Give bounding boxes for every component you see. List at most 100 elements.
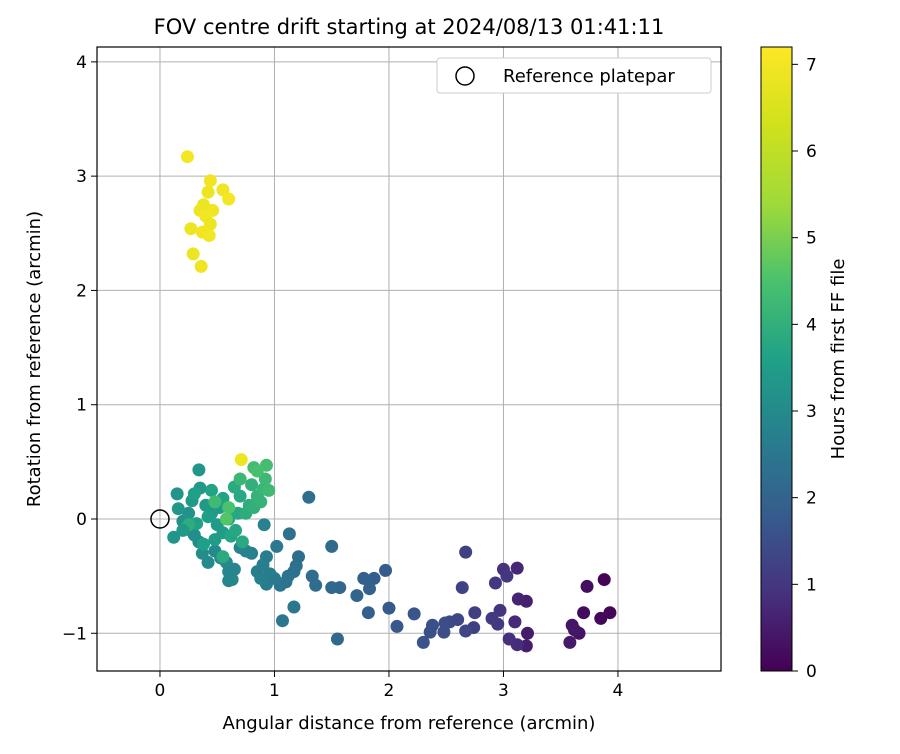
chart-title: FOV centre drift starting at 2024/08/13 … [154, 15, 665, 39]
data-point [171, 502, 185, 516]
data-point [275, 614, 289, 628]
colorbar-label: Hours from first FF file [828, 259, 849, 460]
data-point [229, 523, 243, 537]
data-point [510, 561, 524, 575]
data-point [216, 550, 230, 564]
data-point [567, 623, 581, 637]
data-point [184, 222, 198, 236]
data-point [234, 453, 248, 467]
colorbar-tick-label: 3 [806, 402, 817, 422]
plot-frame [96, 46, 722, 672]
colorbar [760, 46, 793, 672]
y-tick-label: 1 [76, 396, 87, 416]
data-point [580, 579, 594, 593]
data-point [222, 501, 236, 515]
data-point [437, 625, 451, 639]
colorbar-tick-label: 6 [806, 142, 817, 162]
x-tick-label: 4 [613, 681, 624, 701]
data-point [222, 192, 236, 206]
data-point [563, 635, 577, 649]
data-point [597, 573, 611, 587]
x-tick-label: 1 [269, 681, 280, 701]
x-tick-label: 2 [384, 681, 395, 701]
data-point [235, 535, 249, 549]
data-point [233, 472, 247, 486]
grid-lines [97, 47, 721, 671]
data-point [282, 527, 296, 541]
data-point [325, 539, 339, 553]
y-axis-label: Rotation from reference (arcmin) [24, 211, 45, 507]
colorbar-tick-label: 2 [806, 489, 817, 509]
data-point [362, 582, 376, 596]
data-point [176, 523, 190, 537]
data-point [170, 487, 184, 501]
data-point [502, 632, 516, 646]
data-point [257, 518, 271, 532]
data-point [379, 563, 393, 577]
data-point [493, 603, 507, 617]
colorbar-tick-label: 0 [806, 662, 817, 682]
data-point [258, 472, 272, 486]
data-point [287, 600, 301, 614]
y-tick-label: 4 [76, 53, 87, 73]
data-point [196, 537, 210, 551]
data-point [186, 247, 200, 261]
reference-platepar-marker [150, 509, 170, 529]
data-point [270, 539, 284, 553]
data-point [382, 601, 396, 615]
data-point [192, 463, 206, 477]
data-point [459, 624, 473, 638]
data-point [250, 464, 264, 478]
data-point [455, 581, 469, 595]
data-point [361, 606, 375, 620]
legend-marker [455, 66, 475, 86]
colorbar-tick-label: 4 [806, 315, 817, 335]
x-axis-ticks: 0 1 2 3 4 [155, 671, 624, 701]
data-point [180, 150, 194, 164]
data-point [500, 569, 514, 583]
data-point [407, 607, 421, 621]
data-point [423, 625, 437, 639]
data-point [390, 619, 404, 633]
data-point [225, 573, 239, 587]
data-point [203, 217, 217, 231]
data-point [201, 510, 215, 524]
data-point [468, 606, 482, 620]
data-point [511, 592, 525, 606]
data-point [521, 626, 535, 640]
y-tick-label: −1 [62, 624, 87, 644]
data-point [488, 576, 502, 590]
data-point [208, 533, 222, 547]
y-tick-label: 0 [76, 510, 87, 530]
data-point [167, 530, 181, 544]
colorbar-ticks: 0 1 2 3 4 5 6 7 [792, 55, 817, 682]
data-point [416, 635, 430, 649]
data-point [203, 174, 217, 188]
data-point [485, 611, 499, 625]
data-point [577, 606, 591, 620]
data-point [245, 478, 259, 492]
data-point [357, 571, 371, 585]
data-point [194, 259, 208, 273]
legend-label: Reference platepar [503, 66, 675, 87]
data-point [208, 495, 222, 509]
data-point [187, 487, 201, 501]
data-point [262, 483, 276, 497]
legend: Reference platepar [436, 57, 712, 94]
y-tick-label: 2 [76, 281, 87, 301]
data-point [459, 545, 473, 559]
data-points [167, 150, 617, 653]
data-point [367, 571, 381, 585]
y-tick-label: 3 [76, 167, 87, 187]
data-point [325, 581, 339, 595]
colorbar-tick-label: 1 [806, 575, 817, 595]
data-point [202, 229, 216, 243]
x-axis-label: Angular distance from reference (arcmin) [223, 713, 596, 734]
data-point [250, 565, 264, 579]
data-point [508, 615, 522, 629]
data-point [302, 490, 316, 504]
data-point [330, 632, 344, 646]
y-axis-ticks: −1 0 1 2 3 4 [62, 53, 97, 644]
data-point [204, 483, 218, 497]
